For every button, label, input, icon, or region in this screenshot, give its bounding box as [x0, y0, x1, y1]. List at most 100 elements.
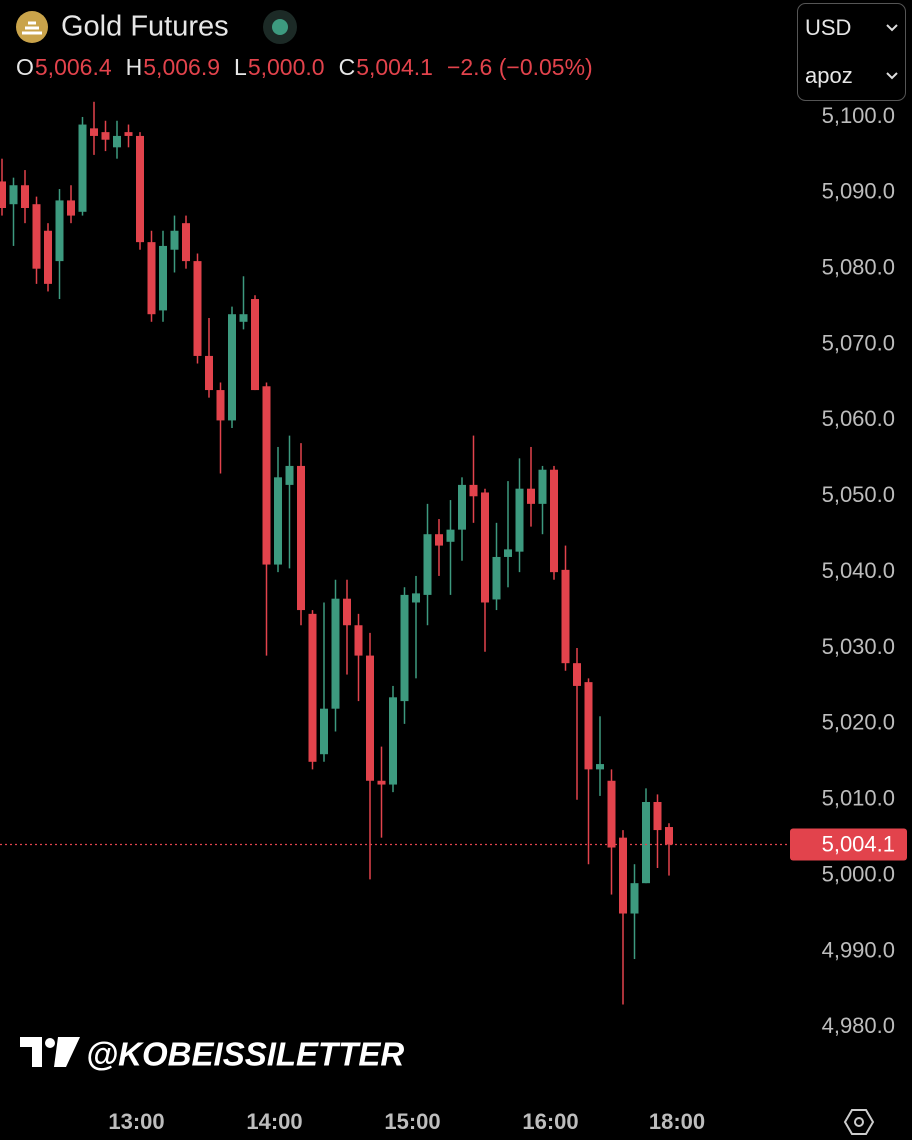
- candle-body: [630, 883, 639, 914]
- plot-area: 4,980.0 4,990.0 5,000.0 5,010.0 5,020.0 5,030…: [0, 101, 907, 1134]
- candle-body: [665, 827, 673, 845]
- x-tick-label: 14:00: [246, 1109, 302, 1134]
- candle-body: [308, 613, 317, 762]
- price-change: −2.6 (−0.05%): [447, 54, 593, 80]
- candle-body: [101, 132, 110, 140]
- candle-body: [389, 697, 397, 785]
- y-tick-label: 5,030.0: [822, 634, 895, 659]
- chart-title: Gold Futures: [61, 11, 229, 43]
- y-tick-label: 5,020.0: [822, 710, 895, 735]
- y-tick-label: 5,000.0: [822, 861, 895, 886]
- candle-body: [159, 245, 167, 311]
- y-tick-label: 5,080.0: [822, 255, 895, 280]
- ohlc-header: O 5,006.4 H 5,006.9 L 5,000.0 C 5,004.1 −2.6 (−0…: [16, 54, 593, 80]
- candle-body: [538, 469, 547, 504]
- selector-box[interactable]: [797, 3, 906, 101]
- candle-body: [458, 484, 466, 530]
- candle-body: [147, 242, 156, 315]
- ohlc-label: O: [16, 54, 34, 80]
- candle-body: [527, 488, 535, 504]
- candle-body: [607, 780, 616, 848]
- candle-body: [561, 569, 570, 664]
- candle-body: [78, 124, 87, 212]
- candle-body: [366, 655, 374, 781]
- candle-body: [596, 764, 604, 770]
- candle-body: [205, 355, 213, 391]
- candle-body: [0, 181, 6, 208]
- settings-hexagon[interactable]: [843, 1109, 875, 1135]
- x-tick-label: 15:00: [384, 1109, 440, 1134]
- candle-body: [423, 534, 432, 595]
- candle-body: [297, 465, 305, 611]
- candle-body: [32, 204, 41, 269]
- candle-body: [550, 469, 558, 573]
- candle-body: [251, 299, 259, 391]
- y-tick-label: 5,100.0: [822, 103, 895, 128]
- y-tick-label: 5,090.0: [822, 179, 895, 204]
- x-tick-label: 16:00: [522, 1109, 578, 1134]
- candle-body: [377, 780, 386, 785]
- candle-body: [320, 708, 328, 755]
- x-tick-label: 13:00: [108, 1109, 164, 1134]
- ohlc-label: C: [339, 54, 356, 80]
- symbol-icon-bars: [22, 21, 42, 35]
- candle-body: [124, 132, 133, 136]
- candle-body: [504, 549, 512, 557]
- candle-body: [262, 386, 271, 565]
- candle-body: [136, 135, 144, 243]
- candle-body: [182, 223, 190, 262]
- y-tick-label: 5,010.0: [822, 786, 895, 811]
- y-tick-label: 5,050.0: [822, 482, 895, 507]
- status-dot: [272, 19, 288, 35]
- candle-body: [653, 802, 662, 831]
- unit-select[interactable]: apoz: [805, 63, 853, 88]
- ohlc-value: 5,004.1: [356, 54, 433, 80]
- candle-body: [446, 529, 455, 542]
- candle-body: [515, 488, 524, 552]
- candle-body: [21, 185, 29, 208]
- candle-body: [193, 261, 202, 356]
- candle-body: [354, 625, 363, 656]
- settings-icon[interactable]: [843, 1109, 875, 1135]
- candle-body: [170, 230, 179, 250]
- logo-part: [54, 1037, 80, 1067]
- ohlc-label: L: [234, 54, 247, 80]
- candle-body: [228, 314, 236, 421]
- candle-body: [44, 230, 52, 284]
- candle-body: [285, 465, 294, 485]
- y-tick-label: 5,040.0: [822, 558, 895, 583]
- candle-body: [619, 837, 627, 914]
- currency-select[interactable]: USD: [805, 15, 851, 40]
- candle-body: [469, 484, 478, 497]
- last-price-label: 5,004.1: [822, 831, 895, 856]
- ohlc-label: H: [126, 54, 143, 80]
- dropdown-arrows: [886, 24, 898, 80]
- ohlc-value: 5,006.4: [35, 54, 112, 80]
- candle-body: [67, 200, 75, 216]
- candle-body: [400, 594, 409, 702]
- watermark: @KOBEISSILETTER: [86, 1036, 404, 1073]
- candle-body: [90, 128, 98, 136]
- candle-body: [343, 598, 351, 626]
- candle-body: [481, 492, 489, 603]
- candle-body: [492, 556, 501, 600]
- candle-body: [216, 390, 225, 421]
- candle-body: [412, 593, 420, 603]
- logo-part: [20, 1037, 42, 1067]
- candle-body: [642, 802, 650, 884]
- ohlc-value: 5,006.9: [143, 54, 220, 80]
- x-tick-label: 18:00: [649, 1109, 705, 1134]
- settings-center[interactable]: [854, 1117, 864, 1127]
- y-tick-label: 4,990.0: [822, 937, 895, 962]
- candle-body: [573, 663, 581, 686]
- candle-body: [9, 185, 18, 205]
- candle-body: [435, 534, 443, 546]
- candle-body: [55, 200, 64, 262]
- tradingview-logo: [20, 1037, 80, 1067]
- y-tick-label: 4,980.0: [822, 1013, 895, 1038]
- candle-body: [113, 135, 121, 148]
- candle-body: [239, 314, 248, 322]
